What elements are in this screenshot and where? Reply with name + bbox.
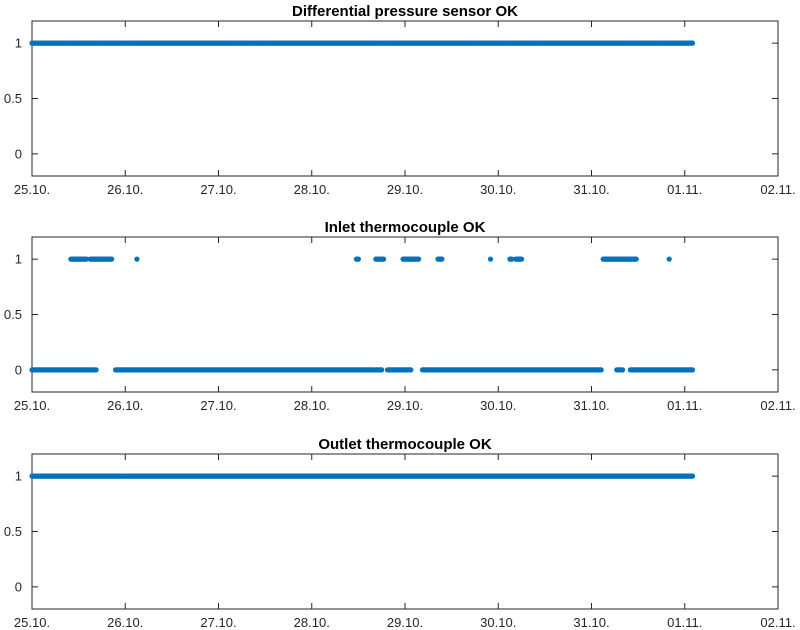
data-point	[619, 367, 626, 373]
plot-area	[31, 20, 779, 177]
y-tick-label: 0	[15, 362, 22, 377]
data-point	[379, 367, 385, 373]
x-tick-label: 25.10.	[14, 615, 50, 630]
x-tick-label: 25.10.	[14, 398, 50, 413]
data-point	[416, 256, 422, 262]
x-tick-label: 30.10.	[480, 398, 516, 413]
x-tick-label: 28.10.	[294, 182, 330, 197]
y-tick-label: 1	[15, 469, 22, 484]
y-tick-label: 1	[15, 252, 22, 267]
data-point	[408, 367, 414, 373]
y-tick-label: 0.5	[4, 524, 22, 539]
data-point	[689, 473, 696, 479]
x-tick-label: 29.10.	[387, 398, 423, 413]
data-point	[689, 40, 696, 46]
chart-panel-2: Inlet thermocouple OK 25.10. 26.10. 27.10. 2…	[4, 219, 796, 413]
data-point	[134, 256, 140, 262]
data-point	[598, 367, 604, 373]
x-tick-label: 28.10.	[294, 398, 330, 413]
x-tick-label: 02.11.	[760, 182, 795, 197]
x-tick-label: 01.11.	[667, 182, 702, 197]
y-tick-label: 0	[15, 146, 22, 161]
x-tick-label: 26.10.	[107, 398, 143, 413]
y-tick-label: 1	[15, 36, 22, 51]
x-tick-label: 26.10.	[107, 615, 143, 630]
x-tick-label: 31.10.	[573, 398, 609, 413]
data-point	[109, 256, 115, 262]
x-tick-label: 27.10.	[200, 182, 236, 197]
chart-panel-3: Outlet thermocouple OK 25.10. 26.10. 27.10.…	[4, 436, 796, 630]
x-tick-label: 01.11.	[667, 615, 702, 630]
data-point	[518, 256, 525, 262]
y-tick-label: 0.5	[4, 307, 22, 322]
x-tick-label: 27.10.	[200, 398, 236, 413]
data-point	[689, 367, 696, 373]
data-point	[666, 256, 672, 262]
data-point	[83, 256, 89, 262]
data-point	[381, 256, 387, 262]
chart-panel-1: Differential pressure sensor OK 25.10. 26.…	[4, 3, 796, 197]
x-tick-label: 02.11.	[760, 398, 795, 413]
x-tick-label: 29.10.	[387, 182, 423, 197]
y-tick-label: 0	[15, 579, 22, 594]
x-tick-label: 26.10.	[107, 182, 143, 197]
chart-title: Differential pressure sensor OK	[292, 3, 518, 20]
data-point	[439, 256, 445, 262]
x-tick-label: 31.10.	[573, 615, 609, 630]
x-tick-label: 28.10.	[294, 615, 330, 630]
x-tick-label: 25.10.	[14, 182, 50, 197]
data-point	[509, 256, 515, 262]
data-point	[633, 256, 639, 262]
data-point	[355, 256, 361, 262]
x-tick-label: 30.10.	[480, 182, 516, 197]
chart-title: Inlet thermocouple OK	[325, 219, 486, 236]
x-tick-label: 02.11.	[760, 615, 795, 630]
data-point	[487, 256, 494, 262]
y-tick-label: 0.5	[4, 91, 22, 106]
plot-area	[31, 236, 779, 393]
data-point	[93, 367, 99, 373]
plot-area	[31, 453, 779, 610]
x-tick-label: 31.10.	[573, 182, 609, 197]
chart-title: Outlet thermocouple OK	[318, 436, 492, 453]
x-tick-label: 29.10.	[387, 615, 423, 630]
x-tick-label: 01.11.	[667, 398, 702, 413]
x-tick-label: 27.10.	[200, 615, 236, 630]
x-tick-label: 30.10.	[480, 615, 516, 630]
